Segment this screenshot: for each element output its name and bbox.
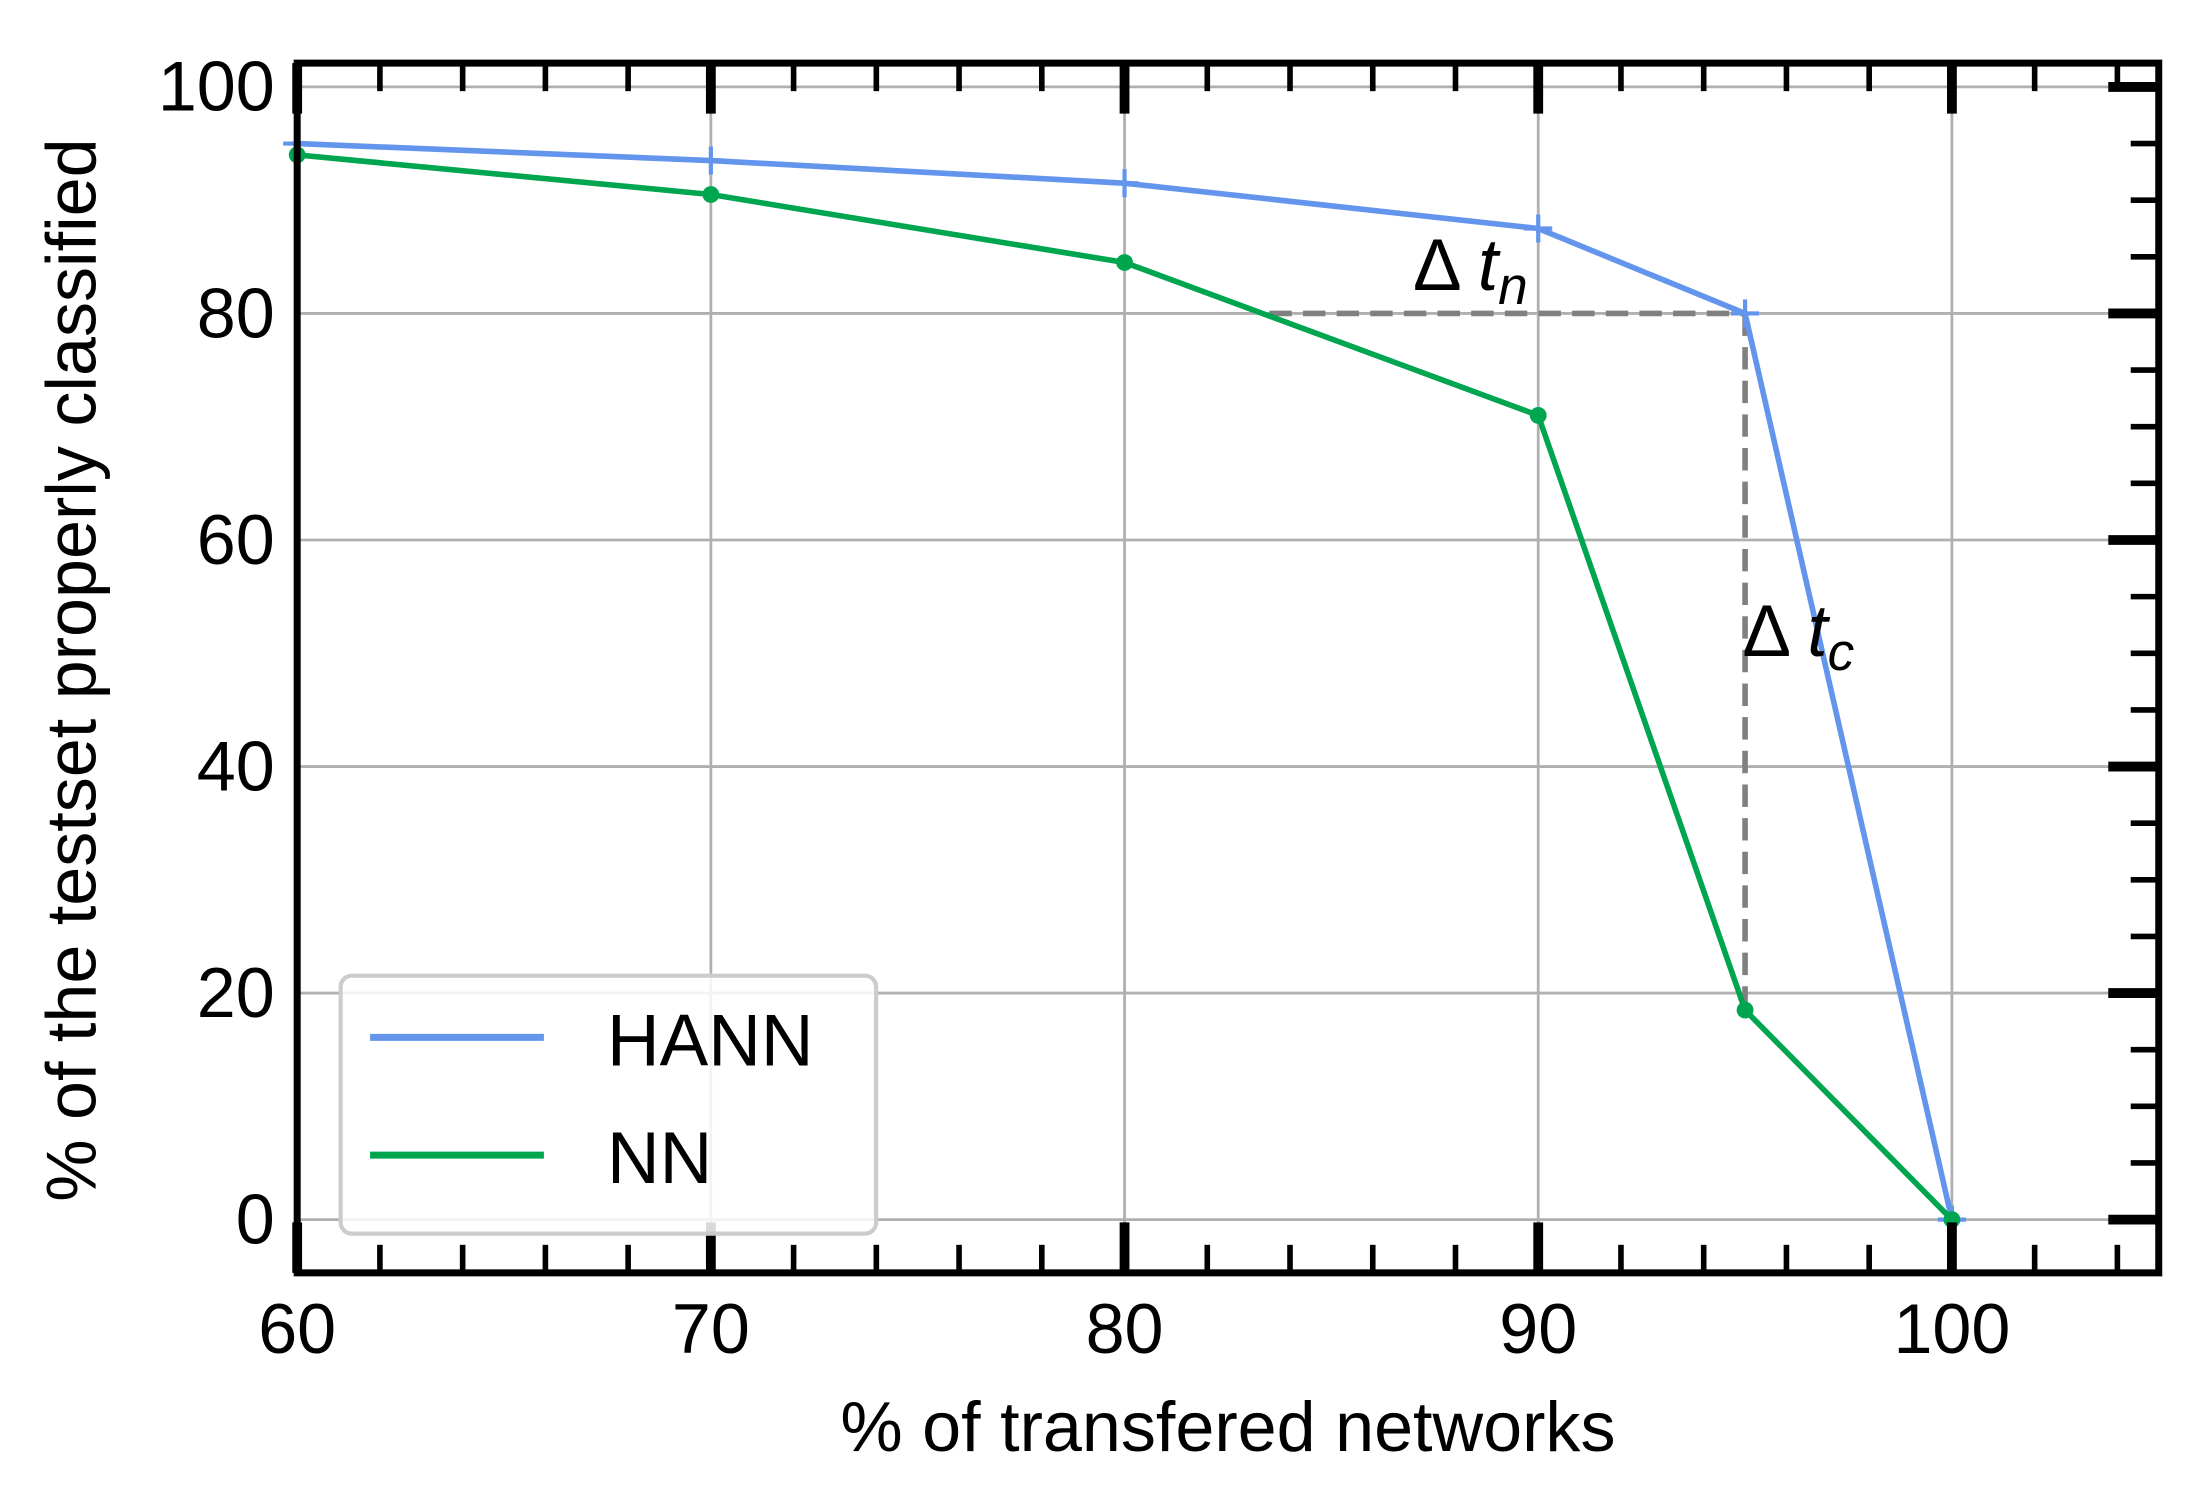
annotation-delta-tn: Δ tn: [1413, 225, 1528, 316]
x-tick-label: 70: [672, 1290, 750, 1368]
x-axis-label: % of transfered networks: [840, 1388, 1615, 1466]
data-point-nn: [702, 186, 720, 203]
y-tick-label: 20: [197, 954, 275, 1032]
x-tick-label: 90: [1499, 1290, 1577, 1368]
y-tick-label: 60: [197, 501, 275, 579]
x-tick-label: 100: [1893, 1290, 2010, 1368]
data-point-nn: [1116, 254, 1133, 271]
data-point-hann: [1731, 299, 1760, 328]
plot-frame: [293, 59, 2163, 1277]
y-tick-label: 40: [197, 727, 275, 805]
series: [283, 129, 1966, 1234]
reference-lines: [1269, 310, 1748, 1011]
legend: HANN NN: [338, 973, 879, 1236]
x-tick-label: 80: [1086, 1290, 1164, 1368]
data-point-hann: [696, 146, 725, 175]
y-axis-label: % of the testset properly classified: [32, 138, 110, 1201]
y-tick-label: 80: [197, 274, 275, 352]
legend-label-nn: NN: [607, 1118, 712, 1199]
series-line-nn: [296, 152, 1954, 1222]
data-point-nn: [1529, 406, 1547, 424]
tick-labels: 60 70 80 90 100 0 20 40 60 80 100: [158, 48, 2011, 1368]
data-point-hann: [1524, 214, 1553, 243]
data-point-nn: [1736, 1001, 1754, 1019]
series-line-hann: [297, 140, 1955, 1221]
legend-label-hann: HANN: [607, 1000, 814, 1081]
data-point-hann: [1110, 169, 1139, 198]
y-tick-label: 0: [236, 1180, 275, 1258]
x-tick-label: 60: [258, 1290, 336, 1368]
annotation-delta-tc: Δ tc: [1742, 591, 1854, 682]
y-tick-label: 100: [158, 48, 275, 126]
